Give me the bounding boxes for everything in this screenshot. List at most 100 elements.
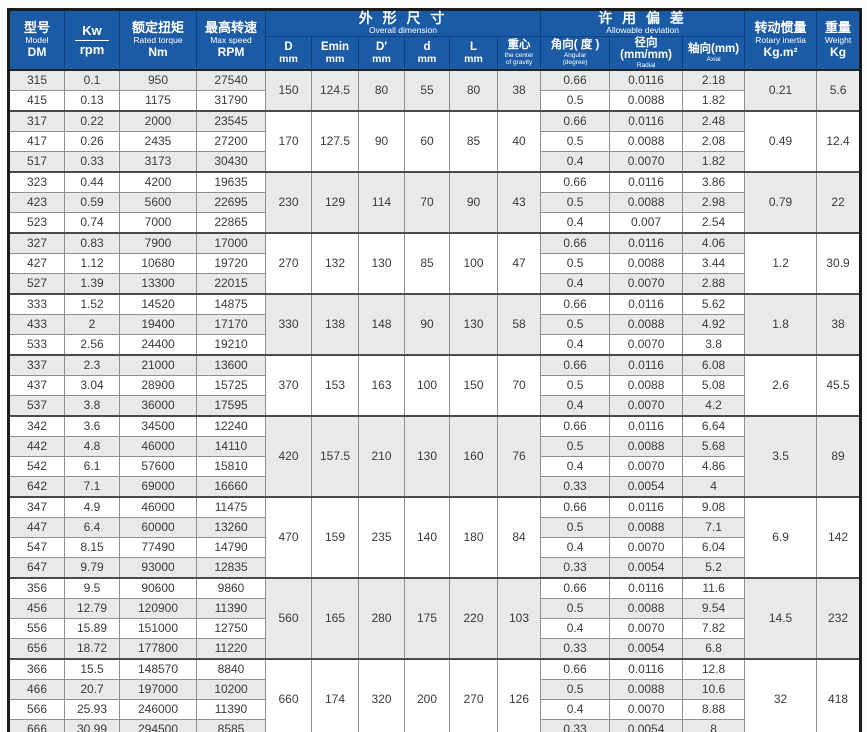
cell-dim-D: 470 bbox=[265, 496, 312, 580]
cell-dim-Dprime: 163 bbox=[358, 354, 405, 418]
cell-radial-deviation: 0.0088 bbox=[609, 131, 684, 153]
cell-dim-d: 85 bbox=[404, 232, 450, 296]
cell-model: 317 bbox=[8, 110, 65, 133]
cell-radial-deviation: 0.0116 bbox=[609, 293, 684, 316]
cell-rated-torque: 60000 bbox=[119, 517, 197, 539]
cell-kw: 1.52 bbox=[64, 293, 120, 316]
cell-angular-deviation: 0.4 bbox=[540, 395, 611, 418]
cell-dim-Emin: 159 bbox=[311, 496, 359, 580]
cell-dim-L: 85 bbox=[449, 110, 498, 174]
table-row: 556 15.89 151000 12750 0.4 0.0070 7.82 bbox=[8, 618, 861, 640]
speed-label-en: Max speed bbox=[210, 34, 252, 45]
cell-rated-torque: 10680 bbox=[119, 253, 197, 275]
cell-dim-Dprime: 148 bbox=[358, 293, 405, 357]
cell-rated-torque: 177800 bbox=[119, 638, 197, 661]
speed-label-zh: 最高转速 bbox=[204, 19, 257, 35]
cell-max-speed: 8585 bbox=[196, 719, 266, 732]
cell-model: 337 bbox=[8, 354, 65, 377]
power-numerator: Kw bbox=[82, 23, 102, 39]
cell-model: 542 bbox=[8, 456, 65, 478]
cell-axial-deviation: 4.06 bbox=[682, 232, 746, 255]
cell-model: 327 bbox=[8, 232, 65, 255]
cell-radial-deviation: 0.0070 bbox=[609, 537, 684, 559]
col-header-power-ratio: Kw rpm bbox=[64, 9, 120, 72]
col-header-rotary-inertia: 转动惯量 Rotary inertia Kg.m² bbox=[744, 9, 818, 72]
cell-axial-deviation: 5.2 bbox=[682, 557, 746, 580]
table-row: 317 0.22 2000 23545 170 127.5 90 60 85 40 0.66 0.01… bbox=[8, 110, 862, 174]
cell-max-speed: 11220 bbox=[196, 638, 266, 661]
torque-label-en: Rated torque bbox=[133, 34, 183, 45]
cell-center-of-gravity: 103 bbox=[496, 577, 542, 661]
cell-rated-torque: 1175 bbox=[119, 90, 197, 113]
cell-angular-deviation: 0.5 bbox=[540, 314, 611, 336]
cell-angular-deviation: 0.66 bbox=[540, 171, 611, 194]
cell-kw: 0.59 bbox=[64, 192, 120, 214]
table-row: 356 9.5 90600 9860 560 165 280 175 220 103 0.66 0.0… bbox=[8, 577, 862, 661]
cell-rated-torque: 14520 bbox=[119, 293, 197, 316]
cell-model: 547 bbox=[8, 537, 65, 559]
cell-model: 666 bbox=[8, 719, 65, 732]
cell-dim-Dprime: 320 bbox=[358, 658, 405, 732]
cell-axial-deviation: 12.8 bbox=[682, 658, 746, 681]
cell-rated-torque: 148570 bbox=[119, 658, 197, 681]
cell-max-speed: 15810 bbox=[196, 456, 266, 478]
cell-axial-deviation: 6.04 bbox=[682, 537, 746, 559]
table-row: 542 6.1 57600 15810 0.4 0.0070 4.86 bbox=[8, 456, 861, 478]
table-header: 型号 Model DM Kw rpm 额定扭矩 Rated torque Nm … bbox=[8, 9, 862, 72]
cell-kw: 12.79 bbox=[64, 598, 120, 620]
cell-model: 442 bbox=[8, 436, 65, 458]
cell-dim-L: 160 bbox=[449, 415, 498, 499]
cell-kw: 0.44 bbox=[64, 171, 120, 194]
cell-model: 366 bbox=[8, 658, 65, 681]
cell-radial-deviation: 0.0088 bbox=[609, 90, 684, 113]
table-row: 647 9.79 93000 12835 0.33 0.0054 5.2 bbox=[8, 557, 861, 580]
cell-dim-d: 200 bbox=[404, 658, 450, 732]
cell-weight: 12.4 bbox=[816, 110, 862, 174]
cell-axial-deviation: 5.68 bbox=[682, 436, 746, 458]
cell-rated-torque: 5600 bbox=[119, 192, 197, 214]
cell-rated-torque: 4200 bbox=[119, 171, 197, 194]
cell-angular-deviation: 0.66 bbox=[540, 354, 611, 377]
cell-model: 437 bbox=[8, 375, 65, 397]
col-header-Dprime: D′ mm bbox=[358, 35, 405, 72]
cell-model: 456 bbox=[8, 598, 65, 620]
cell-dim-d: 70 bbox=[404, 171, 450, 235]
cell-model: 556 bbox=[8, 618, 65, 640]
table-row: 642 7.1 69000 16660 0.33 0.0054 4 bbox=[8, 476, 861, 499]
table-row: 537 3.8 36000 17595 0.4 0.0070 4.2 bbox=[8, 395, 861, 418]
table-row: 442 4.8 46000 14110 0.5 0.0088 5.68 bbox=[8, 436, 861, 458]
cell-axial-deviation: 4 bbox=[682, 476, 746, 499]
cell-rotary-inertia: 0.79 bbox=[744, 171, 818, 235]
table-row: 437 3.04 28900 15725 0.5 0.0088 5.08 bbox=[8, 375, 861, 397]
cell-model: 342 bbox=[8, 415, 65, 438]
cell-max-speed: 11390 bbox=[196, 598, 266, 620]
cell-angular-deviation: 0.5 bbox=[540, 131, 611, 153]
col-header-max-speed: 最高转速 Max speed RPM bbox=[196, 9, 266, 72]
cell-radial-deviation: 0.0116 bbox=[609, 171, 684, 194]
cell-center-of-gravity: 70 bbox=[496, 354, 542, 418]
cell-dim-L: 80 bbox=[449, 69, 498, 113]
cell-rated-torque: 28900 bbox=[119, 375, 197, 397]
cell-rated-torque: 77490 bbox=[119, 537, 197, 559]
cell-dim-d: 55 bbox=[404, 69, 450, 113]
cell-rotary-inertia: 1.8 bbox=[744, 293, 818, 357]
cell-weight: 30.9 bbox=[816, 232, 862, 296]
cell-max-speed: 9860 bbox=[196, 577, 266, 600]
cell-radial-deviation: 0.0088 bbox=[609, 253, 684, 275]
table-row: 433 2 19400 17170 0.5 0.0088 4.92 bbox=[8, 314, 861, 336]
cell-radial-deviation: 0.0088 bbox=[609, 679, 684, 701]
cell-dim-D: 270 bbox=[265, 232, 312, 296]
weight-label-en: Weight bbox=[824, 34, 852, 45]
cell-angular-deviation: 0.33 bbox=[540, 638, 611, 661]
cell-angular-deviation: 0.4 bbox=[540, 618, 611, 640]
cell-dim-d: 100 bbox=[404, 354, 450, 418]
dimension-group-zh: 外 形 尺 寸 bbox=[358, 10, 448, 26]
cell-rated-torque: 34500 bbox=[119, 415, 197, 438]
cell-center-of-gravity: 43 bbox=[496, 171, 542, 235]
weight-unit: Kg bbox=[830, 45, 847, 60]
cell-dim-d: 140 bbox=[404, 496, 450, 580]
cell-model: 447 bbox=[8, 517, 65, 539]
cell-center-of-gravity: 126 bbox=[496, 658, 542, 732]
cell-dim-Dprime: 210 bbox=[358, 415, 405, 499]
cell-model: 415 bbox=[8, 90, 65, 113]
